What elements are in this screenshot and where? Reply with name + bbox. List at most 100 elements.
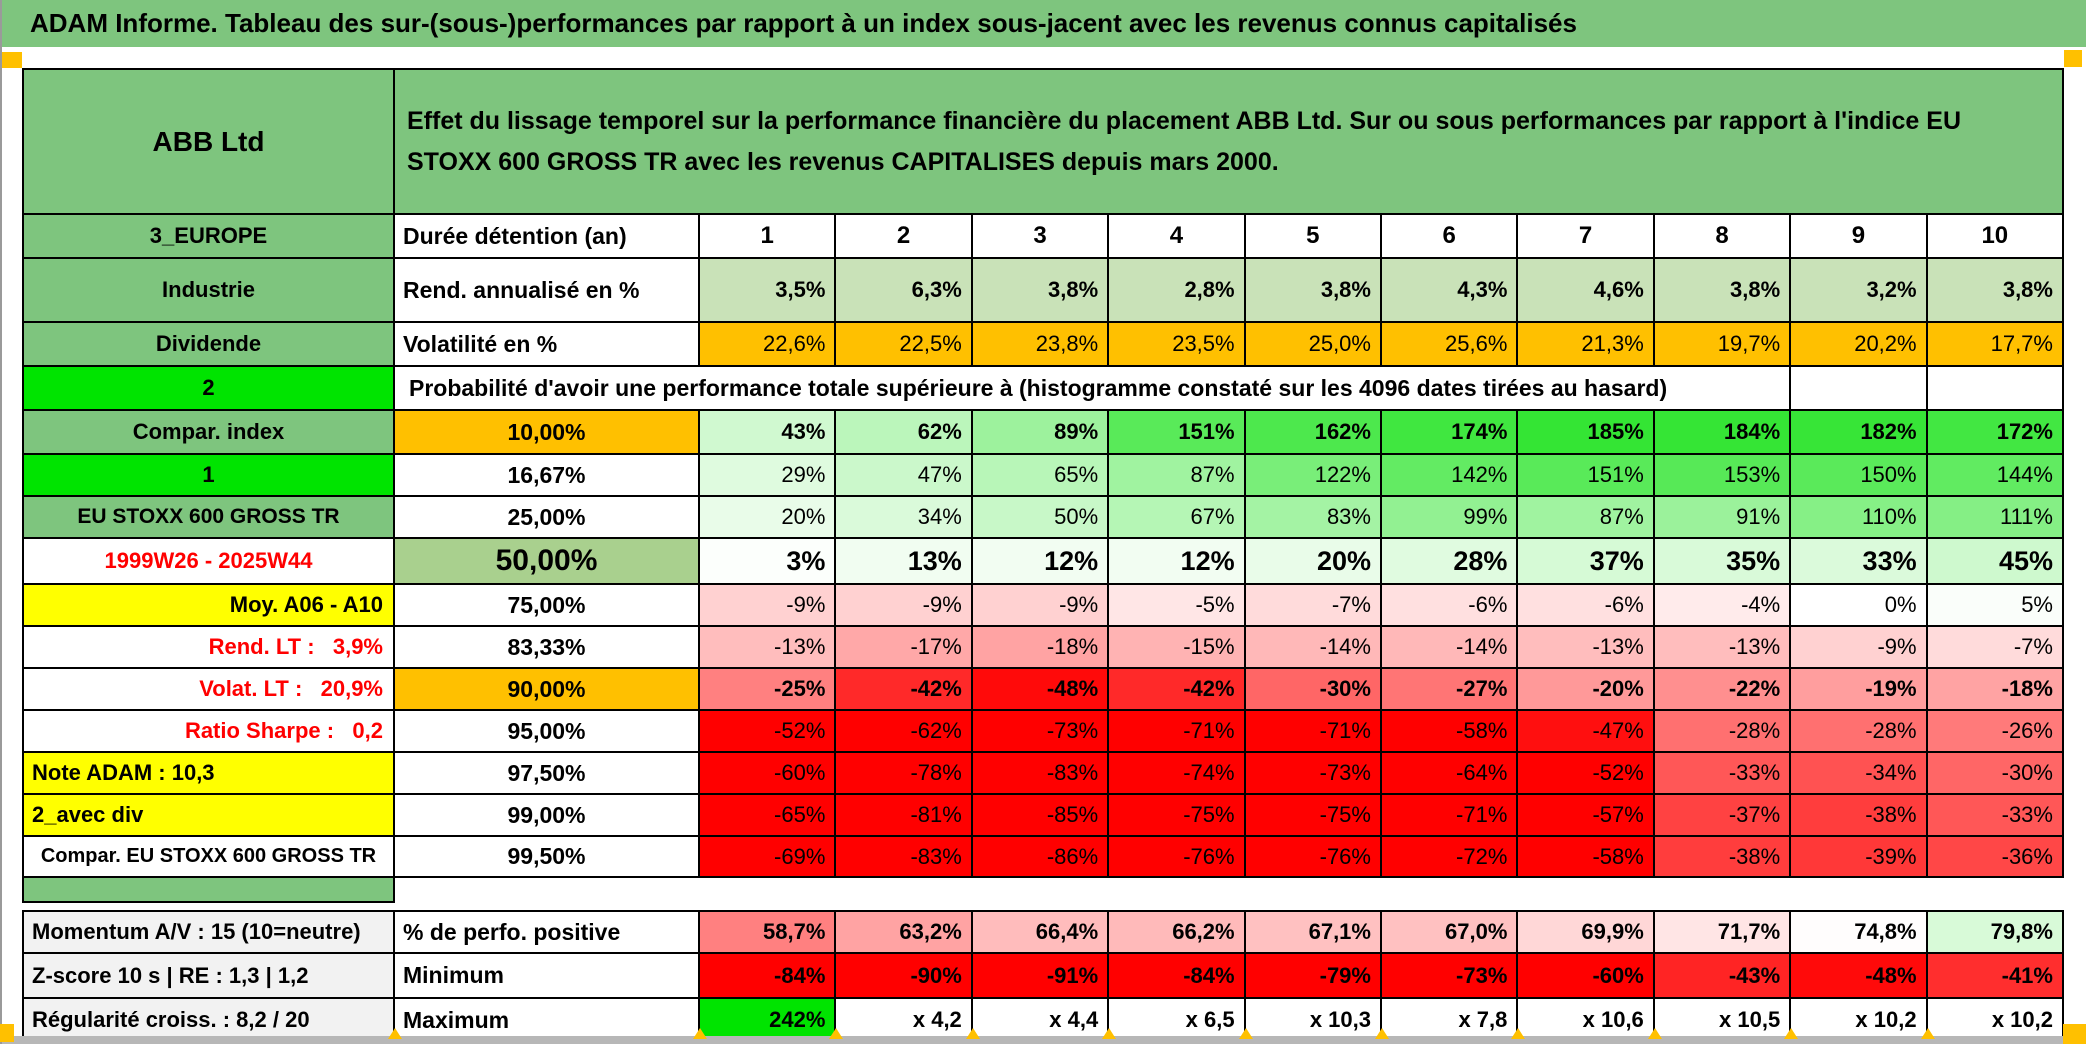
data-cell: 9 [1791,215,1928,259]
data-cell: 66,4% [972,910,1110,954]
data-cell: -9% [700,585,837,627]
row-label-cell: Compar. EU STOXX 600 GROSS TR [22,837,395,878]
data-cell: 22,6% [700,323,837,367]
data-cell: -38% [1791,795,1928,837]
data-cell: 242% [700,999,837,1043]
data-cell: 87% [1518,497,1655,539]
page-title: ADAM Informe. Tableau des sur-(sous-)per… [30,8,1577,38]
data-cell: -72% [1381,837,1519,878]
data-cell: -57% [1518,795,1655,837]
data-cell: -7% [1245,585,1382,627]
data-cell: 35% [1654,539,1792,585]
data-cell: -84% [700,954,837,999]
data-cell: -90% [836,954,973,999]
data-cell: -9% [972,585,1110,627]
separator-cell [22,878,395,903]
data-cell: 99% [1381,497,1519,539]
data-cell: -18% [1927,669,2064,711]
row-label-cell: Note ADAM : 10,3 [22,753,395,795]
probability-caption-cell: Probabilité d'avoir une performance tota… [395,367,1792,411]
print-area-caret [1375,1028,1389,1039]
row-label-cell: Z-score 10 s | RE : 1,3 | 1,2 [22,954,395,999]
print-area-marker [2063,1024,2086,1044]
data-cell: 3,2% [1791,259,1928,323]
row-label-cell: Moy. A06 - A10 [22,585,395,627]
print-area-caret [829,1028,844,1039]
data-cell: 67,1% [1245,910,1382,954]
print-area-caret [1238,1028,1253,1039]
data-cell: 20,2% [1791,323,1928,367]
data-cell: 184% [1654,411,1792,455]
data-cell: 3% [700,539,837,585]
data-cell: -71% [1109,711,1246,753]
row-label-cell: Momentum A/V : 15 (10=neutre) [22,910,395,954]
data-cell: -58% [1381,711,1519,753]
data-cell: 58,7% [700,910,837,954]
data-cell: -71% [1245,711,1382,753]
data-cell: 83% [1245,497,1382,539]
print-area-marker [0,1024,14,1042]
data-cell: 91% [1654,497,1792,539]
data-cell: 50% [972,497,1110,539]
data-cell: 5 [1245,215,1382,259]
data-cell: 4,3% [1381,259,1519,323]
print-area-caret [1784,1028,1799,1039]
data-cell: 3,8% [1654,259,1792,323]
data-cell: 10 [1927,215,2064,259]
data-cell: -78% [836,753,973,795]
print-area-caret [1920,1028,1935,1039]
data-cell: -30% [1927,753,2064,795]
data-cell: 21,3% [1518,323,1655,367]
data-cell: 174% [1381,411,1519,455]
data-cell: 47% [836,455,973,497]
data-cell: 3,8% [972,259,1110,323]
print-area-caret [1102,1028,1117,1039]
data-cell: -13% [1518,627,1655,669]
data-cell: x 10,2 [1791,999,1928,1043]
data-cell: 153% [1654,455,1792,497]
data-cell: -75% [1245,795,1382,837]
data-cell: -85% [972,795,1110,837]
data-cell: 23,8% [972,323,1110,367]
spreadsheet-table: ABB Ltd Effet du lissage temporel sur la … [22,68,2064,1043]
data-cell: x 10,5 [1654,999,1792,1043]
data-cell: -52% [700,711,837,753]
data-cell: 172% [1927,411,2064,455]
data-cell: 182% [1791,411,1928,455]
data-cell: -33% [1927,795,2064,837]
data-cell: -76% [1109,837,1246,878]
row-label-cell: Ratio Sharpe : 0,2 [22,711,395,753]
data-cell: 6 [1381,215,1519,259]
row-label-cell: 3_EUROPE [22,215,395,259]
data-cell: -14% [1381,627,1519,669]
data-cell: 65% [972,455,1110,497]
data-cell: 43% [700,411,837,455]
description-cell: Effet du lissage temporel sur la perform… [395,68,2064,215]
data-cell: -9% [836,585,973,627]
data-cell: -48% [972,669,1110,711]
data-cell: -28% [1654,711,1792,753]
data-cell: x 10,6 [1518,999,1655,1043]
data-cell: -41% [1927,954,2064,999]
data-cell: -64% [1381,753,1519,795]
empty-cell [1791,367,1928,411]
data-cell: -48% [1791,954,1928,999]
metric-label-cell: 99,50% [395,837,700,878]
data-cell: -79% [1245,954,1382,999]
spacer [395,878,2064,903]
data-cell: 66,2% [1109,910,1246,954]
spacer [22,903,2064,910]
data-cell: 3,5% [700,259,837,323]
data-cell: 17,7% [1927,323,2064,367]
print-area-marker [2,52,22,68]
data-cell: 87% [1109,455,1246,497]
data-cell: -25% [700,669,837,711]
data-cell: 7 [1518,215,1655,259]
data-cell: 4 [1109,215,1246,259]
data-cell: 2,8% [1109,259,1246,323]
bottom-strip [0,1036,2086,1044]
data-cell: -43% [1654,954,1792,999]
data-cell: -13% [1654,627,1792,669]
data-cell: -75% [1109,795,1246,837]
